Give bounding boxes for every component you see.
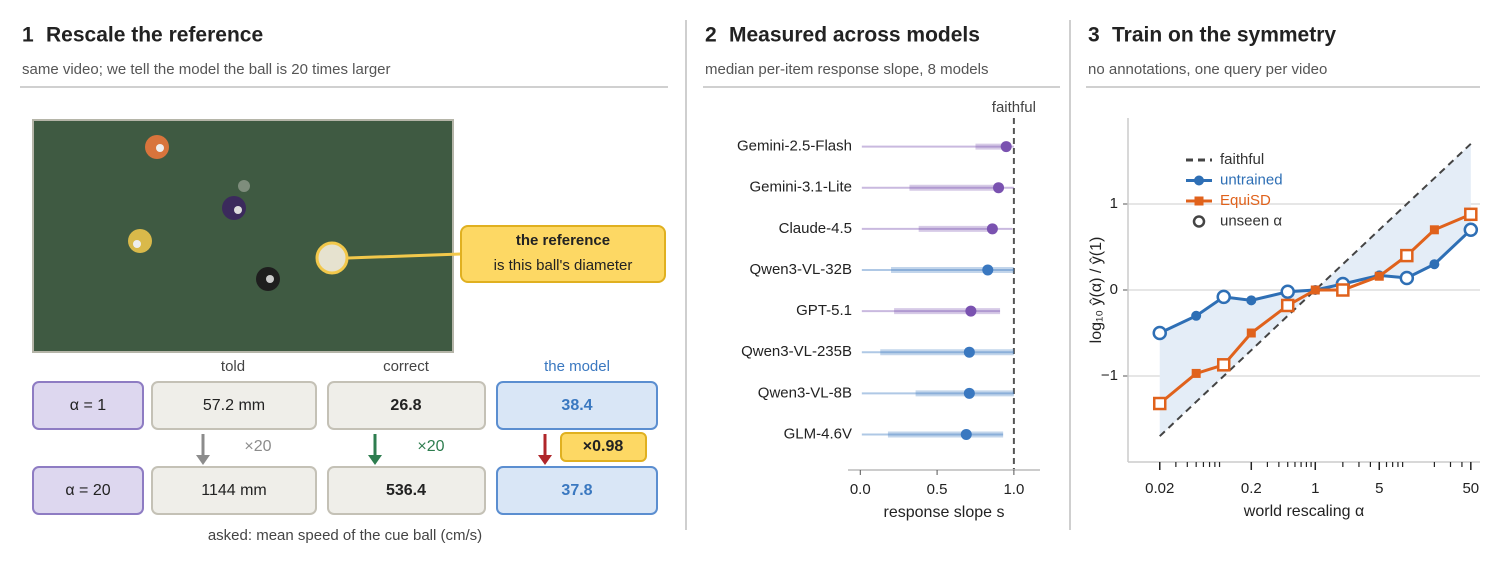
median-dot [965, 305, 977, 317]
y-tick-label: GLM-4.6V [784, 425, 852, 442]
x-axis-label: response slope s [884, 504, 1005, 521]
x-tick-label: 0.02 [1145, 480, 1174, 497]
legend-label: faithful [1220, 151, 1264, 168]
median-dot [963, 346, 975, 358]
callout-text: is this ball's diameter [494, 257, 633, 274]
column-header: the model [544, 358, 610, 375]
model-cell: 37.8 [561, 482, 592, 499]
legend-marker [1194, 196, 1204, 206]
correct-cell: 536.4 [386, 482, 426, 499]
row-label: α = 20 [65, 482, 110, 499]
point [1216, 289, 1231, 305]
point [1280, 284, 1295, 299]
y-tick-label: GPT-5.1 [796, 302, 852, 319]
factor: ×20 [417, 438, 444, 455]
y-tick-label: −1 [1101, 367, 1118, 384]
point [1464, 207, 1478, 222]
panel-subtitle: no annotations, one query per video [1088, 61, 1327, 78]
point [1216, 358, 1231, 372]
question: asked: mean speed of the cue ball (cm/s) [208, 527, 482, 544]
reference-label: faithful [992, 99, 1036, 116]
panel-title: Train on the symmetry [1112, 24, 1336, 47]
y-tick-label: 0 [1110, 281, 1118, 298]
point [1152, 325, 1167, 341]
legend-label: EquiSD [1220, 192, 1271, 209]
point [1152, 396, 1167, 411]
point [1429, 259, 1440, 270]
factor: ×20 [244, 438, 271, 455]
legend-label: unseen α [1220, 212, 1282, 229]
point [1463, 222, 1479, 238]
row [32, 381, 658, 430]
median-dot [1000, 141, 1012, 153]
y-tick-label: 1 [1110, 195, 1118, 212]
median-dot [963, 387, 975, 399]
point [1310, 285, 1320, 295]
legend-marker [1192, 215, 1206, 228]
legend-marker [1194, 175, 1204, 186]
point [1191, 368, 1201, 378]
x-axis-label: world rescaling α [1243, 503, 1364, 520]
video-frame [32, 119, 462, 353]
x-tick-label: 1 [1311, 480, 1319, 497]
callout-box [460, 225, 666, 283]
point [1399, 270, 1415, 286]
panel-title: Rescale the reference [46, 24, 263, 47]
callout-title: the reference [516, 232, 610, 249]
x-tick-label: 5 [1375, 480, 1383, 497]
median-dot [982, 264, 994, 276]
point [1246, 295, 1257, 306]
y-tick-label: Gemini-3.1-Lite [749, 179, 852, 196]
row-label: α = 1 [70, 397, 106, 414]
y-axis-label: log₁₀ ŷ(α) / ŷ(1) [1088, 237, 1105, 344]
point [1246, 328, 1256, 338]
panel-number: 3 [1088, 24, 1100, 47]
median-dot [960, 428, 972, 440]
model-cell: 38.4 [561, 397, 592, 414]
legend-label: untrained [1220, 171, 1283, 188]
point [1400, 248, 1414, 263]
correct-cell: 26.8 [390, 397, 421, 414]
series-line [1159, 143, 1472, 437]
y-tick-label: Claude-4.5 [779, 220, 852, 237]
row [32, 466, 658, 515]
panel-number: 2 [705, 24, 717, 47]
panel-subtitle: same video; we tell the model the ball i… [22, 61, 391, 78]
arrows [196, 432, 647, 465]
x-tick-label: 0.2 [1241, 480, 1262, 497]
told-cell: 57.2 mm [203, 397, 265, 414]
y-tick-label: Gemini-2.5-Flash [737, 138, 852, 155]
median-dot [993, 182, 1005, 194]
x-tick-label: 50 [1462, 480, 1479, 497]
x-tick-label: 1.0 [1003, 481, 1024, 498]
x-tick-label: 0.0 [850, 481, 871, 498]
column-header: told [221, 358, 245, 375]
factor: ×0.98 [583, 438, 624, 455]
point [1336, 283, 1350, 297]
x-tick-label: 0.5 [927, 481, 948, 498]
point [1280, 298, 1295, 313]
point [1429, 225, 1439, 235]
point [1191, 310, 1202, 321]
median-dot [986, 223, 998, 235]
panel-title: Measured across models [729, 24, 980, 47]
told-cell: 1144 mm [201, 482, 267, 499]
column-header: correct [383, 358, 430, 375]
panel-number: 1 [22, 24, 34, 47]
y-tick-label: Qwen3-VL-8B [758, 384, 852, 401]
y-tick-label: Qwen3-VL-32B [749, 261, 852, 278]
y-tick-label: Qwen3-VL-235B [741, 343, 852, 360]
panel-subtitle: median per-item response slope, 8 models [705, 61, 988, 78]
point [1374, 271, 1384, 281]
